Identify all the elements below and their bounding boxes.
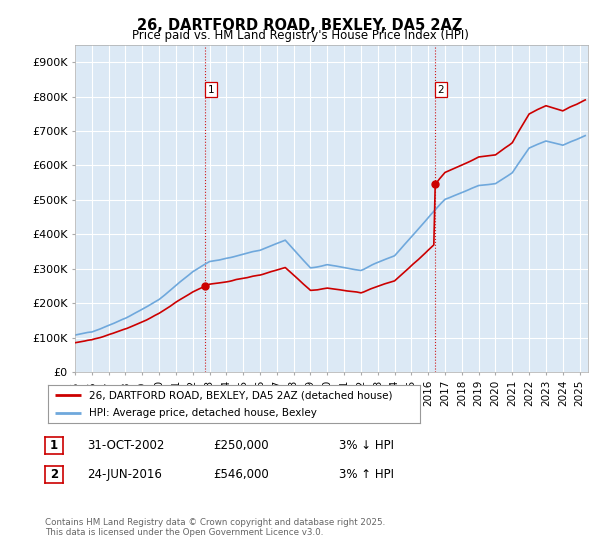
Text: 24-JUN-2016: 24-JUN-2016 xyxy=(87,468,162,481)
Text: 2: 2 xyxy=(438,85,445,95)
Text: £250,000: £250,000 xyxy=(213,438,269,452)
Text: 26, DARTFORD ROAD, BEXLEY, DA5 2AZ: 26, DARTFORD ROAD, BEXLEY, DA5 2AZ xyxy=(137,18,463,33)
Text: 31-OCT-2002: 31-OCT-2002 xyxy=(87,438,164,452)
Text: 3% ↓ HPI: 3% ↓ HPI xyxy=(339,438,394,452)
Text: 2: 2 xyxy=(50,468,58,481)
Text: 1: 1 xyxy=(50,438,58,452)
Text: 26, DARTFORD ROAD, BEXLEY, DA5 2AZ (detached house): 26, DARTFORD ROAD, BEXLEY, DA5 2AZ (deta… xyxy=(89,390,392,400)
Text: £546,000: £546,000 xyxy=(213,468,269,481)
Text: Contains HM Land Registry data © Crown copyright and database right 2025.
This d: Contains HM Land Registry data © Crown c… xyxy=(45,518,385,538)
Text: 1: 1 xyxy=(208,85,215,95)
Text: HPI: Average price, detached house, Bexley: HPI: Average price, detached house, Bexl… xyxy=(89,408,317,418)
Text: 3% ↑ HPI: 3% ↑ HPI xyxy=(339,468,394,481)
Text: Price paid vs. HM Land Registry's House Price Index (HPI): Price paid vs. HM Land Registry's House … xyxy=(131,29,469,42)
